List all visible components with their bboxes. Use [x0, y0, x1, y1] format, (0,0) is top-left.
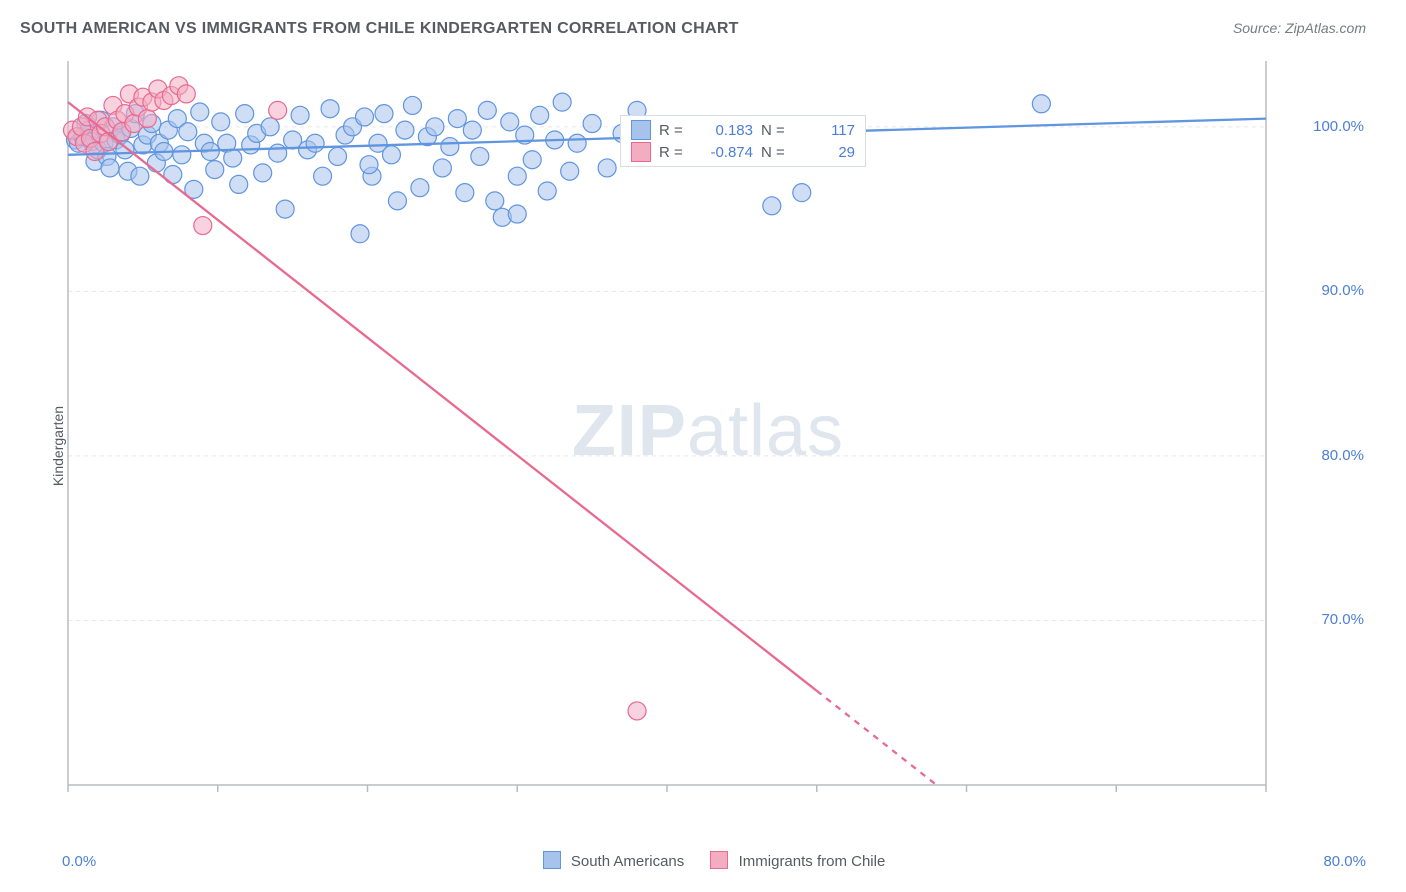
r-label: R =: [659, 144, 687, 161]
stats-legend: R = 0.183 N = 117 R = -0.874 N = 29: [620, 115, 866, 167]
n-label: N =: [761, 144, 789, 161]
legend-label-1: South Americans: [571, 853, 684, 870]
source-attribution: Source: ZipAtlas.com: [1233, 20, 1366, 36]
n-value: 117: [797, 122, 855, 139]
r-value: -0.874: [695, 144, 753, 161]
n-label: N =: [761, 122, 789, 139]
swatch-series2: [710, 851, 728, 869]
stats-row-1: R = 0.183 N = 117: [623, 119, 863, 141]
r-label: R =: [659, 122, 687, 139]
x-tick-right: 80.0%: [1323, 853, 1366, 870]
header: SOUTH AMERICAN VS IMMIGRANTS FROM CHILE …: [20, 20, 1386, 48]
y-tick-label: 70.0%: [1321, 611, 1364, 628]
legend-label-2: Immigrants from Chile: [739, 853, 886, 870]
y-tick-label: 100.0%: [1313, 118, 1364, 135]
y-tick-label: 80.0%: [1321, 447, 1364, 464]
chart-title: SOUTH AMERICAN VS IMMIGRANTS FROM CHILE …: [20, 20, 739, 37]
correlation-chart: ZIPatlas R = 0.183 N = 117 R = -0.874 N …: [60, 55, 1356, 815]
n-value: 29: [797, 144, 855, 161]
x-tick-left: 0.0%: [62, 853, 96, 870]
stats-row-2: R = -0.874 N = 29: [623, 141, 863, 163]
r-value: 0.183: [695, 122, 753, 139]
swatch-series1: [543, 851, 561, 869]
swatch-series1: [631, 120, 651, 140]
bottom-legend: South Americans Immigrants from Chile: [0, 851, 1406, 870]
chart-svg: [60, 55, 1356, 815]
swatch-series2: [631, 142, 651, 162]
y-tick-label: 90.0%: [1321, 282, 1364, 299]
